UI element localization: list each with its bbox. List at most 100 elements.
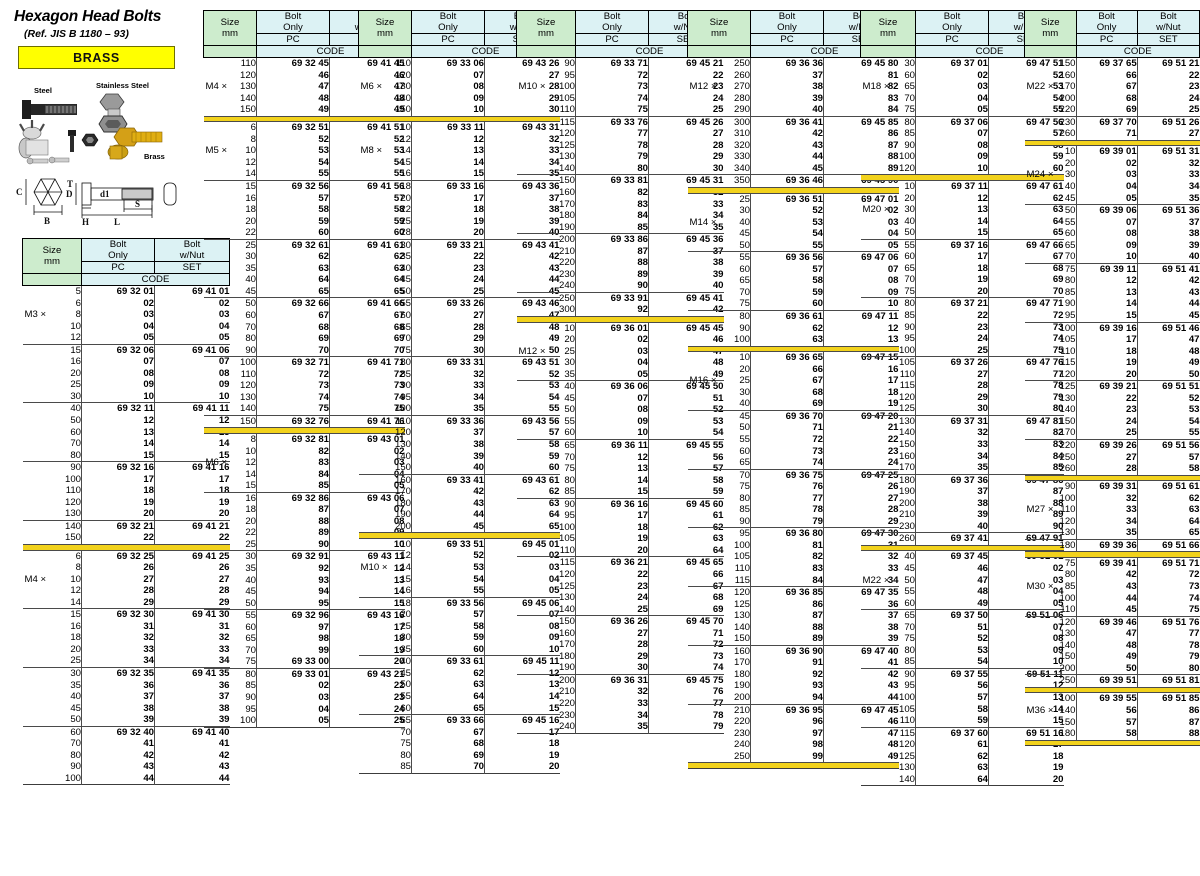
code-pc-cell: 08 xyxy=(81,367,155,380)
table-row: 45 07 51 xyxy=(517,392,724,405)
table-row: 110 18 18 xyxy=(23,485,230,497)
code-set-cell: 68 xyxy=(329,321,405,334)
size-cell: 90 xyxy=(1024,480,1077,493)
code-set-cell: 79 xyxy=(988,391,1064,404)
code-pc-cell: 63 xyxy=(411,679,485,691)
table-row: 260 37 81 xyxy=(688,69,899,82)
code-pc-cell: 18 xyxy=(915,262,989,275)
code-pc-cell: 03 xyxy=(256,691,330,704)
size-cell: 14 xyxy=(70,596,81,608)
code-set-cell: 55 xyxy=(988,104,1064,117)
table-row: 16 15 35 xyxy=(359,168,560,181)
code-set-cell: 39 xyxy=(1136,239,1200,252)
section-highlight-row xyxy=(358,115,560,122)
table-row: 75 05 55 xyxy=(861,104,1064,117)
size-cell: 65 xyxy=(739,457,750,469)
table-row: 25 34 34 xyxy=(23,655,230,668)
table-row: 130 69 37 31 69 47 81 xyxy=(860,414,1064,428)
table-row: 250 69 39 51 69 51 81 xyxy=(1024,674,1200,688)
code-set-cell: 48 xyxy=(1136,345,1200,358)
size-cell: 110 xyxy=(899,715,915,727)
table-row: 260 28 58 xyxy=(1025,463,1200,476)
size-cell: 280 xyxy=(733,92,750,104)
code-set-cell: 77 xyxy=(1136,628,1200,640)
table-row: 240 90 40 xyxy=(517,280,724,293)
size-cell: 240 xyxy=(558,721,575,733)
washer-parts-icon xyxy=(18,120,70,165)
size-cell: 50 xyxy=(203,297,257,310)
code-pc-cell: 92 xyxy=(256,562,330,575)
size-cell: 55 xyxy=(860,238,916,252)
code-pc-cell: 56 xyxy=(1075,704,1138,717)
code-set-cell: 69 41 40 xyxy=(154,725,230,739)
code-set-cell: 63 xyxy=(329,262,405,275)
code-set-cell: 48 xyxy=(329,92,405,105)
table-row: 120 20 50 xyxy=(1025,368,1200,381)
size-cell: 20 xyxy=(564,334,575,346)
table-row: 70 41 41 xyxy=(23,738,230,750)
code-set-cell: 69 47 81 xyxy=(988,414,1064,428)
code-pc-cell: 29 xyxy=(915,391,989,404)
size-cell: 100 xyxy=(239,715,256,727)
size-cell: 50 xyxy=(245,597,256,609)
code-set-cell: 05 xyxy=(154,332,230,345)
size-cell: 200 xyxy=(898,497,915,509)
table-row: 220 69 39 26 69 51 56 xyxy=(1024,438,1200,452)
size-cell: 190 xyxy=(558,662,575,674)
code-pc-cell: 48 xyxy=(1075,639,1138,652)
code-pc-cell: 09 xyxy=(1075,239,1138,252)
page-title: Hexagon Head Bolts xyxy=(14,8,162,25)
table-row: 100 35 55 xyxy=(359,403,560,416)
code-pc-cell: 94 xyxy=(256,586,330,598)
table-row: 140 64 20 xyxy=(861,773,1064,786)
table-row: 55 69 36 56 69 47 06 xyxy=(687,251,899,264)
table-row: 75 69 39 41 69 51 71 xyxy=(1024,556,1200,570)
size-cell: 110 xyxy=(1060,604,1076,616)
table-row: 95 24 74 xyxy=(861,333,1064,345)
header-bolt-only: Bolt Only xyxy=(575,10,649,34)
table-row: 110 59 15 xyxy=(861,715,1064,728)
code-pc-cell: 20 xyxy=(575,544,649,557)
size-cell: 10 xyxy=(70,320,81,332)
code-pc-cell: 14 xyxy=(1075,298,1138,310)
code-set-cell: 72 xyxy=(1136,569,1200,582)
size-cell: 105 xyxy=(558,533,575,545)
code-set-cell: 75 xyxy=(329,403,405,416)
thread-label: M10 × xyxy=(518,81,546,93)
photo-label-brass: Brass xyxy=(144,152,165,161)
table-row: 12 12 32 xyxy=(359,133,560,146)
code-pc-cell: 04 xyxy=(256,703,330,716)
table-row: 80 69 37 21 69 47 71 xyxy=(860,297,1064,310)
code-set-cell: 12 xyxy=(329,562,405,575)
table-row: 90 70 70 xyxy=(204,344,405,357)
size-cell: 180 xyxy=(1024,538,1077,552)
code-set-cell: 45 xyxy=(1136,309,1200,323)
table-row: 55 72 22 xyxy=(688,433,899,446)
code-pc-cell: 94 xyxy=(750,691,824,705)
code-set-cell: 12 xyxy=(484,667,560,680)
code-pc-cell: 69 33 36 xyxy=(411,414,485,428)
diagram-label-H: H xyxy=(82,217,89,227)
size-cell: 75 xyxy=(1024,556,1077,570)
code-pc-cell: 39 xyxy=(750,92,824,105)
code-pc-cell: 77 xyxy=(575,128,649,140)
table-row: 60 57 07 xyxy=(688,263,899,276)
size-cell: 60 xyxy=(245,309,256,321)
code-set-cell: 53 xyxy=(329,145,405,157)
size-cell: 230 xyxy=(1024,115,1077,129)
size-cell: 80 xyxy=(1064,275,1076,287)
code-pc-cell: 69 36 61 xyxy=(750,309,824,323)
code-pc-cell: 89 xyxy=(750,633,824,646)
code-set-cell: 05 xyxy=(484,585,560,598)
code-pc-cell: 19 xyxy=(81,496,155,509)
code-set-cell: 03 xyxy=(988,574,1064,587)
code-set-cell: 05 xyxy=(988,597,1064,610)
code-set-cell: 08 xyxy=(154,367,230,380)
header-code: CODE xyxy=(81,273,230,286)
code-set-cell: 15 xyxy=(154,449,230,462)
size-cell: 200 xyxy=(516,673,576,687)
size-cell: 45 xyxy=(687,409,751,423)
code-pc-cell: 07 xyxy=(81,356,155,368)
size-cell: 85 xyxy=(400,761,411,773)
